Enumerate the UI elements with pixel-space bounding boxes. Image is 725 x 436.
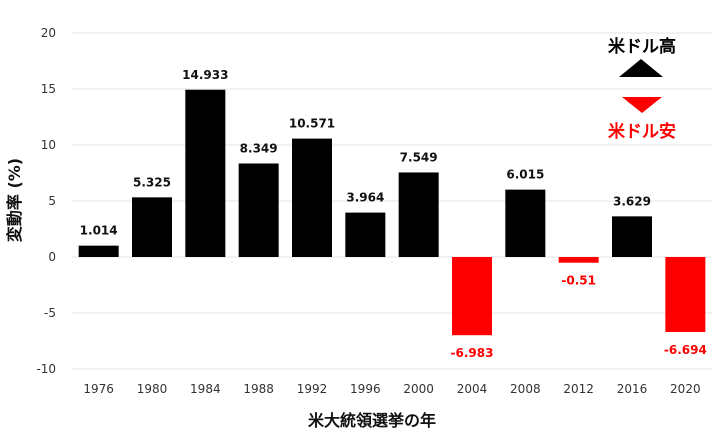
- y-tick-label: 5: [48, 194, 56, 208]
- down-triangle-icon: [622, 97, 662, 113]
- x-tick-label: 2004: [457, 382, 488, 396]
- bar-1976: [78, 245, 119, 257]
- x-tick-label: 1996: [350, 382, 381, 396]
- y-tick-label: -10: [36, 362, 56, 376]
- bars: [78, 89, 706, 336]
- y-tick-label: 20: [41, 26, 56, 40]
- legend-down-label: 米ドル安: [608, 121, 676, 142]
- bar-2020: [665, 257, 706, 332]
- data-label-1992: 10.571: [289, 117, 335, 131]
- x-axis-title: 米大統領選挙の年: [308, 411, 436, 430]
- y-tick-label: 15: [41, 82, 56, 96]
- y-tick-label: -5: [44, 306, 56, 320]
- bar-1980: [132, 197, 172, 257]
- legend-up-label: 米ドル高: [608, 36, 676, 57]
- x-tick-label: 2000: [403, 382, 434, 396]
- x-axis-ticks: 1976 1980 1984 1988 1992 1996 2000 2004 2008 2012…: [83, 382, 700, 396]
- bar-1996: [345, 212, 386, 257]
- data-label-2016: 3.629: [613, 194, 651, 208]
- y-tick-label: 10: [41, 138, 56, 152]
- x-tick-label: 2008: [510, 382, 541, 396]
- up-triangle-icon: [619, 59, 663, 77]
- x-tick-label: 1976: [83, 382, 114, 396]
- data-label-1988: 8.349: [240, 141, 278, 155]
- y-axis-ticks: 20 15 10 5 0 -5 -10: [36, 26, 56, 376]
- bar-2012: [558, 257, 599, 263]
- data-label-2004: -6.983: [451, 346, 494, 360]
- gridlines: [72, 32, 712, 370]
- x-tick-label: 1980: [137, 382, 168, 396]
- data-label-1976: 1.014: [80, 224, 118, 238]
- data-label-2000: 7.549: [400, 150, 438, 164]
- x-tick-label: 1988: [243, 382, 274, 396]
- bar-2004: [452, 257, 492, 336]
- bar-2016: [612, 216, 652, 257]
- data-label-2008: 6.015: [506, 168, 544, 182]
- bar-1988: [238, 163, 279, 257]
- x-tick-label: 1984: [190, 382, 221, 396]
- data-label-1980: 5.325: [133, 175, 171, 189]
- data-label-1984: 14.933: [182, 68, 228, 82]
- data-label-1996: 3.964: [346, 191, 384, 205]
- x-tick-label: 2012: [563, 382, 594, 396]
- bar-2008: [505, 189, 546, 257]
- y-axis-title: 変動率 (%): [5, 158, 24, 242]
- data-labels: 1.014 5.325 14.933 8.349 10.571 3.964 7.549 -6.…: [80, 68, 707, 360]
- bar-1984: [185, 89, 226, 257]
- bar-1992: [292, 138, 332, 257]
- legend: 米ドル高 米ドル安: [608, 36, 676, 142]
- data-label-2012: -0.51: [561, 274, 596, 288]
- y-tick-label: 0: [48, 250, 56, 264]
- data-label-2020: -6.694: [664, 343, 707, 357]
- bar-2000: [398, 172, 439, 257]
- x-tick-label: 1992: [297, 382, 328, 396]
- x-tick-label: 2016: [617, 382, 648, 396]
- x-tick-label: 2020: [670, 382, 701, 396]
